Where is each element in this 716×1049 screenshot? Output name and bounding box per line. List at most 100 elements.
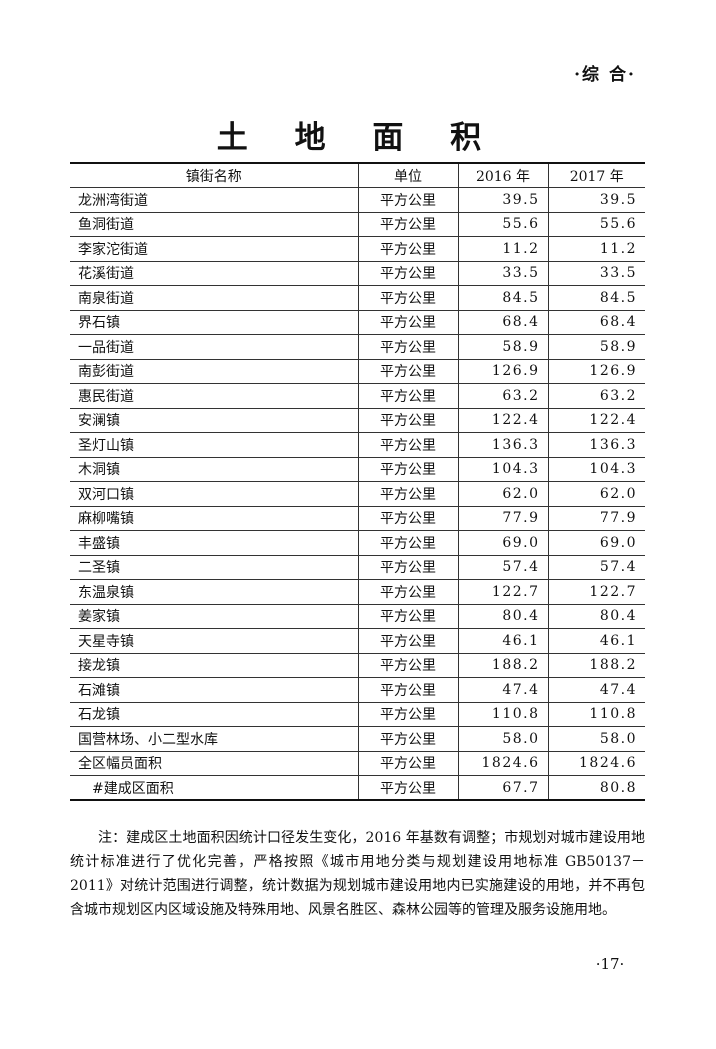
table-row: 安澜镇 平方公里 122.4 122.4 [70, 407, 645, 433]
district-name: 惠民街道 [70, 383, 359, 409]
area-value: 62.0 [547, 481, 645, 507]
district-name: 一品街道 [70, 334, 359, 360]
area-value: 136.3 [457, 432, 549, 458]
table-row: 圣灯山镇 平方公里 136.3 136.3 [70, 432, 645, 458]
district-name: 石滩镇 [70, 677, 359, 703]
unit: 平方公里 [357, 775, 459, 801]
area-value: 84.5 [457, 285, 549, 311]
unit: 平方公里 [357, 750, 459, 776]
area-value: 68.4 [547, 309, 645, 335]
table-row: 丰盛镇 平方公里 69.0 69.0 [70, 530, 645, 556]
area-value: 63.2 [547, 383, 645, 409]
column-header: 2016 年 [457, 162, 549, 188]
area-value: 104.3 [547, 456, 645, 482]
area-value: 33.5 [457, 260, 549, 286]
unit: 平方公里 [357, 456, 459, 482]
unit: 平方公里 [357, 701, 459, 727]
header-row: 镇街名称 单位 2016 年 2017 年 [70, 162, 645, 188]
unit: 平方公里 [357, 407, 459, 433]
district-name: 南彭街道 [70, 358, 359, 384]
area-value: 46.1 [547, 628, 645, 654]
area-value: 63.2 [457, 383, 549, 409]
area-value: 11.2 [457, 236, 549, 262]
area-value: 39.5 [547, 187, 645, 213]
area-value: 58.0 [547, 726, 645, 752]
unit: 平方公里 [357, 309, 459, 335]
table-row: 接龙镇 平方公里 188.2 188.2 [70, 652, 645, 678]
area-value: 188.2 [547, 652, 645, 678]
area-value: 57.4 [547, 554, 645, 580]
area-value: 57.4 [457, 554, 549, 580]
district-name: 姜家镇 [70, 603, 359, 629]
table-row: 全区幅员面积 平方公里 1824.6 1824.6 [70, 750, 645, 776]
district-name: 二圣镇 [70, 554, 359, 580]
table-row: #建成区面积 平方公里 67.7 80.8 [70, 775, 645, 801]
district-name: 南泉街道 [70, 285, 359, 311]
table-row: 龙洲湾街道 平方公里 39.5 39.5 [70, 187, 645, 213]
district-name: 圣灯山镇 [70, 432, 359, 458]
table-row: 界石镇 平方公里 68.4 68.4 [70, 309, 645, 335]
area-value: 122.7 [457, 579, 549, 605]
district-name: 鱼洞街道 [70, 211, 359, 237]
unit: 平方公里 [357, 530, 459, 556]
unit: 平方公里 [357, 211, 459, 237]
area-value: 126.9 [547, 358, 645, 384]
table-row: 石龙镇 平方公里 110.8 110.8 [70, 701, 645, 727]
column-header: 2017 年 [547, 162, 645, 188]
table-row: 石滩镇 平方公里 47.4 47.4 [70, 677, 645, 703]
area-value: 126.9 [457, 358, 549, 384]
area-value: 55.6 [457, 211, 549, 237]
district-name: #建成区面积 [70, 775, 359, 801]
area-value: 67.7 [457, 775, 549, 801]
table-row: 木洞镇 平方公里 104.3 104.3 [70, 456, 645, 482]
unit: 平方公里 [357, 481, 459, 507]
district-name: 麻柳嘴镇 [70, 505, 359, 531]
table-row: 双河口镇 平方公里 62.0 62.0 [70, 481, 645, 507]
district-name: 双河口镇 [70, 481, 359, 507]
district-name: 石龙镇 [70, 701, 359, 727]
unit: 平方公里 [357, 554, 459, 580]
unit: 平方公里 [357, 677, 459, 703]
district-name: 接龙镇 [70, 652, 359, 678]
district-name: 木洞镇 [70, 456, 359, 482]
unit: 平方公里 [357, 603, 459, 629]
area-value: 39.5 [457, 187, 549, 213]
area-value: 58.9 [547, 334, 645, 360]
area-value: 33.5 [547, 260, 645, 286]
unit: 平方公里 [357, 334, 459, 360]
unit: 平方公里 [357, 652, 459, 678]
area-value: 122.4 [457, 407, 549, 433]
unit: 平方公里 [357, 628, 459, 654]
area-value: 55.6 [547, 211, 645, 237]
table-row: 南泉街道 平方公里 84.5 84.5 [70, 285, 645, 311]
district-name: 东温泉镇 [70, 579, 359, 605]
district-name: 龙洲湾街道 [70, 187, 359, 213]
area-value: 110.8 [547, 701, 645, 727]
area-value: 68.4 [457, 309, 549, 335]
area-value: 122.4 [547, 407, 645, 433]
unit: 平方公里 [357, 383, 459, 409]
table-row: 天星寺镇 平方公里 46.1 46.1 [70, 628, 645, 654]
area-value: 47.4 [547, 677, 645, 703]
area-value: 110.8 [457, 701, 549, 727]
area-value: 11.2 [547, 236, 645, 262]
table-row: 麻柳嘴镇 平方公里 77.9 77.9 [70, 505, 645, 531]
area-value: 84.5 [547, 285, 645, 311]
district-name: 李家沱街道 [70, 236, 359, 262]
table-row: 南彭街道 平方公里 126.9 126.9 [70, 358, 645, 384]
unit: 平方公里 [357, 236, 459, 262]
land-area-table: 镇街名称 单位 2016 年 2017 年 龙洲湾街道 平方公里 39.5 39.5 鱼洞街道… [70, 162, 645, 801]
area-value: 80.4 [457, 603, 549, 629]
area-value: 58.9 [457, 334, 549, 360]
district-name: 天星寺镇 [70, 628, 359, 654]
unit: 平方公里 [357, 260, 459, 286]
area-value: 122.7 [547, 579, 645, 605]
area-value: 69.0 [457, 530, 549, 556]
section-label: ·综 合· [574, 65, 636, 85]
footnote: 注：建成区土地面积因统计口径发生变化，2016 年基数有调整；市规划对城市建设用… [70, 830, 645, 918]
area-value: 80.8 [547, 775, 645, 801]
page-title: 土 地 面 积 [216, 120, 500, 156]
table-row: 鱼洞街道 平方公里 55.6 55.6 [70, 211, 645, 237]
area-value: 1824.6 [457, 750, 549, 776]
